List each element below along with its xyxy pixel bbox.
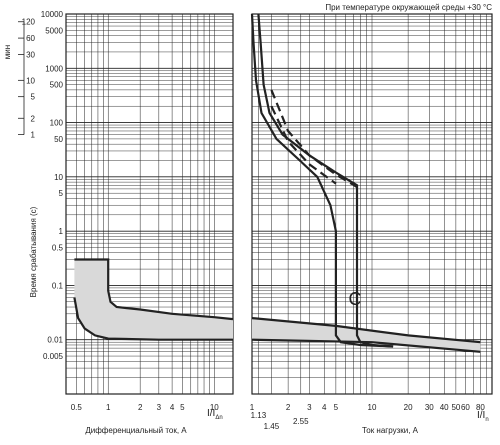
x-tick-label: 1.13: [251, 411, 267, 420]
minute-tick-label: 30: [26, 50, 35, 59]
x-tick-label: 80: [476, 403, 485, 412]
right-x-ticks: 11.13 1.45 22.55 3 4 5 10 20 30 40 50 60 80: [250, 403, 486, 431]
left-x-unit-label: I/IΔn: [207, 408, 223, 421]
y-tick-label: 5: [59, 189, 64, 198]
curve-label-c: C: [349, 289, 362, 309]
x-tick-label: 4: [322, 403, 327, 412]
x-tick-label: 1: [250, 403, 255, 412]
x-tick-label: 50: [451, 403, 460, 412]
right-title: При температуре окружающей среды +30 °С: [325, 3, 492, 12]
x-tick-label: 5: [180, 403, 185, 412]
x-tick-label: 60: [461, 403, 470, 412]
left-y-axis-label: Время срабатывания (с): [29, 206, 38, 297]
left-y-ticks: 10000 5000 1000 500 100 50 10 5 1 0.5 0.1 0.01 0.005: [41, 10, 64, 361]
x-tick-label: 5: [334, 403, 339, 412]
x-tick-label: 1: [106, 403, 111, 412]
right-panel: 11.13 1.45 22.55 3 4 5 10 20 30 40 50 60 80 При темп…: [250, 3, 493, 435]
y-tick-label: 5000: [45, 26, 63, 35]
y-tick-label: 10000: [41, 10, 64, 19]
x-tick-label: 10: [210, 403, 219, 412]
y-tick-label: 0.1: [52, 281, 64, 290]
left-band-lower-edge: [73, 297, 233, 341]
y-tick-label: 10: [54, 173, 63, 182]
minute-tick-label: 5: [31, 93, 36, 102]
trip-curve-4: [270, 105, 337, 185]
trip-curve-1: [257, 13, 394, 348]
minute-tick-label: 2: [31, 114, 36, 123]
x-tick-label: 1.45: [264, 422, 280, 431]
x-tick-label: 20: [404, 403, 413, 412]
right-band-upper-edge: [251, 317, 481, 344]
y-tick-label: 0.5: [52, 244, 64, 253]
right-series: [250, 13, 394, 348]
left-band-upper-edge: [74, 258, 234, 321]
y-tick-label: 100: [50, 119, 64, 128]
x-tick-label: 3: [157, 403, 162, 412]
left-band: [74, 259, 234, 340]
minutes-label: мин: [3, 45, 12, 59]
x-tick-label: 3: [307, 403, 312, 412]
minute-tick-label: 60: [26, 34, 35, 43]
left-x-axis-label: Дифференциальный ток, А: [85, 426, 187, 435]
x-tick-label: 2.55: [293, 417, 309, 426]
x-tick-label: 4: [170, 403, 175, 412]
trip-curve-3: [270, 89, 358, 188]
x-tick-label: 40: [440, 403, 449, 412]
left-panel: 0.5 1 2 3 4 5 10 10000500010005001005010510.50…: [3, 10, 234, 435]
x-tick-label: 30: [425, 403, 434, 412]
x-tick-label: 2: [138, 403, 143, 412]
right-band: [252, 318, 481, 352]
left-x-ticks: 0.5 1 2 3 4 5 10: [71, 403, 220, 412]
right-x-unit-label: I/In: [477, 410, 489, 423]
plot-frame: [65, 13, 234, 395]
y-tick-label: 1000: [45, 64, 63, 73]
x-tick-label: 2: [286, 403, 291, 412]
y-tick-label: 500: [50, 81, 64, 90]
minute-tick-label: 10: [26, 76, 35, 85]
x-tick-label: 0.5: [71, 403, 83, 412]
y-tick-label: 50: [54, 135, 63, 144]
trip-curve-2: [250, 13, 394, 348]
left-minute-ticks: 120 60 30 10 5 2 1: [18, 18, 36, 140]
y-tick-label: 1: [59, 227, 64, 236]
y-tick-label: 0.005: [43, 352, 64, 361]
right-x-axis-label: Ток нагрузки, А: [362, 426, 419, 435]
right-band-lower-edge: [251, 338, 481, 353]
y-tick-label: 0.01: [47, 336, 63, 345]
minute-tick-label: 1: [31, 131, 36, 140]
minute-tick-label: 120: [22, 18, 36, 27]
x-tick-label: 10: [368, 403, 377, 412]
